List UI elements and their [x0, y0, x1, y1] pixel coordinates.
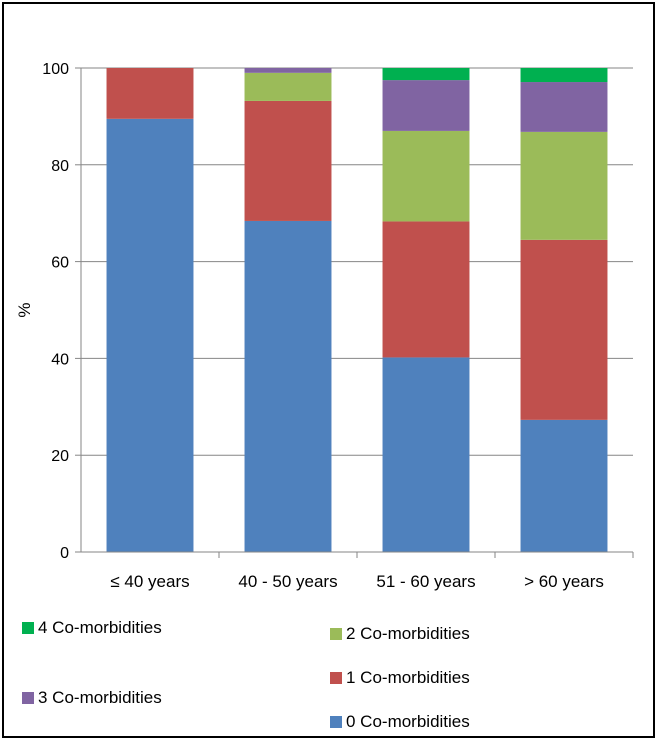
x-tick-labels: ≤ 40 years 40 - 50 years 51 - 60 years > 60…	[110, 572, 604, 591]
y-tick-label: 40	[51, 351, 69, 368]
bar-segment-0	[106, 118, 194, 552]
bar-segment-2	[244, 72, 332, 101]
bar-segment-3	[382, 80, 470, 131]
y-tick-labels: 0 20 40 60 80 100	[42, 61, 69, 562]
bar-segment-0	[520, 419, 608, 552]
x-tick-label: > 60 years	[524, 572, 604, 591]
x-tick-label: 51 - 60 years	[376, 572, 475, 591]
legend-swatch-4	[22, 622, 34, 634]
y-tick-label: 0	[60, 545, 69, 562]
legend-label-3: 3 Co-morbidities	[38, 688, 162, 707]
legend-swatch-3	[22, 692, 34, 704]
legend-item-2: 2 Co-morbidities	[330, 624, 470, 644]
y-axis-label: %	[15, 302, 34, 317]
bar-segment-4	[520, 68, 608, 83]
bars	[106, 68, 608, 552]
legend-swatch-1	[330, 672, 342, 684]
bar-segment-3	[520, 82, 608, 132]
bar-segment-0	[382, 357, 470, 552]
y-tick-label: 100	[42, 61, 69, 78]
legend-label-0: 0 Co-morbidities	[346, 712, 470, 731]
x-tick-label: 40 - 50 years	[238, 572, 337, 591]
legend-swatch-2	[330, 628, 342, 640]
y-tick-label: 20	[51, 448, 69, 465]
legend-item-1: 1 Co-morbidities	[330, 668, 470, 688]
legend-item-4: 4 Co-morbidities	[22, 618, 162, 638]
bar-segment-3	[244, 68, 332, 73]
bar-segment-1	[244, 100, 332, 221]
y-tick-label: 60	[51, 255, 69, 272]
bar-segment-1	[520, 239, 608, 420]
legend-label-1: 1 Co-morbidities	[346, 668, 470, 687]
bar-segment-1	[106, 68, 194, 119]
legend-item-0: 0 Co-morbidities	[330, 712, 470, 732]
bar-segment-1	[382, 221, 470, 358]
bar-segment-4	[382, 68, 470, 81]
stacked-bar-chart: 0 20 40 60 80 100 ≤ 40 years 40 - 50 years 51 -…	[15, 61, 634, 591]
x-tick-label: ≤ 40 years	[110, 572, 189, 591]
bar-segment-2	[520, 131, 608, 240]
bar-segment-2	[382, 130, 470, 222]
legend-label-2: 2 Co-morbidities	[346, 624, 470, 643]
legend-label-4: 4 Co-morbidities	[38, 618, 162, 637]
bar-segment-0	[244, 220, 332, 552]
legend-item-3: 3 Co-morbidities	[22, 688, 162, 708]
axes	[75, 67, 634, 558]
legend-swatch-0	[330, 716, 342, 728]
y-tick-label: 80	[51, 158, 69, 175]
